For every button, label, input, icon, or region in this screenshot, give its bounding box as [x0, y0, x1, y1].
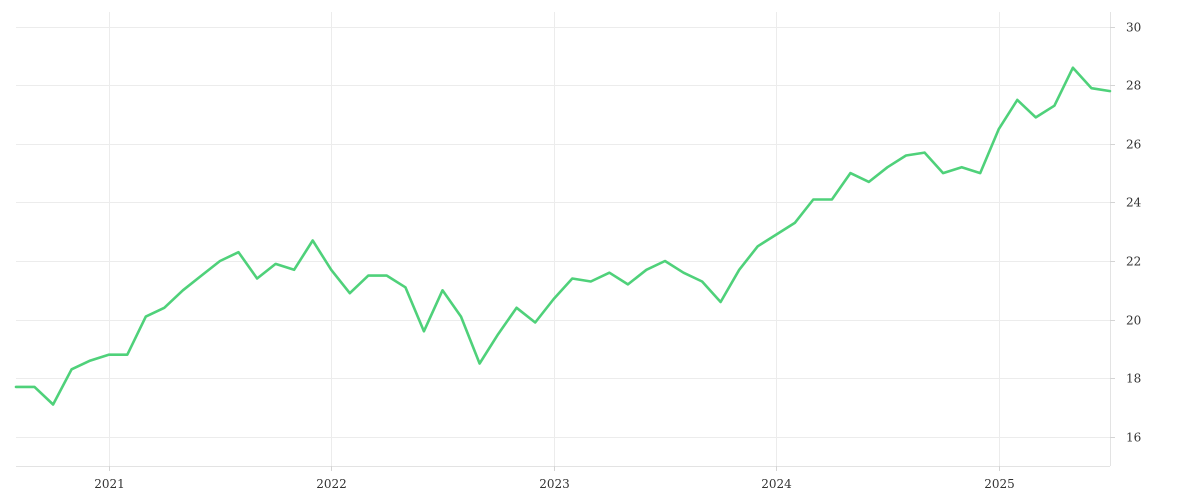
y-tick-label: 28 — [1126, 79, 1141, 93]
y-tick-label: 26 — [1126, 138, 1141, 152]
y-tick-label: 16 — [1126, 431, 1141, 445]
series-layer — [14, 66, 1112, 406]
x-tick-label: 2021 — [94, 477, 125, 491]
y-tick-label: 20 — [1126, 314, 1141, 328]
y-tick-label: 22 — [1126, 255, 1141, 269]
x-tick-label: 2023 — [539, 477, 570, 491]
y-tick-label: 24 — [1126, 196, 1142, 210]
x-axis-ticks: 2021 2022 2023 2024 2025 — [94, 466, 1015, 491]
x-tick-label: 2025 — [984, 477, 1015, 491]
y-gridlines — [16, 27, 1110, 438]
axes — [16, 12, 1111, 467]
series-line — [14, 66, 1112, 406]
y-axis-ticks: 16 18 20 22 24 26 28 30 — [1110, 21, 1142, 445]
x-gridlines — [109, 12, 1000, 466]
x-tick-label: 2024 — [761, 477, 792, 491]
y-tick-label: 30 — [1126, 21, 1141, 35]
x-tick-label: 2022 — [316, 477, 347, 491]
y-tick-label: 18 — [1126, 372, 1141, 386]
